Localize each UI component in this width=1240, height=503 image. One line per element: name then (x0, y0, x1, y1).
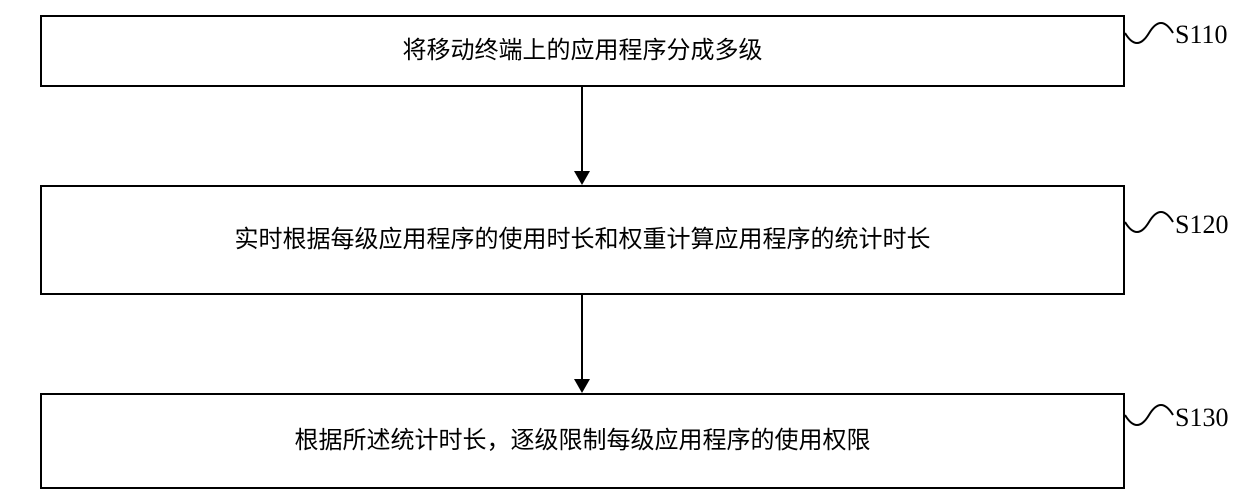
flow-arrow-head-1 (574, 379, 590, 393)
label-connector-1 (1123, 200, 1175, 248)
flow-arrow-head-0 (574, 171, 590, 185)
label-connector-2 (1123, 393, 1175, 441)
flow-arrow-line-1 (581, 295, 583, 379)
flow-step-label-s110: S110 (1175, 20, 1228, 50)
flow-step-s110: 将移动终端上的应用程序分成多级 (40, 15, 1125, 87)
flow-step-s120: 实时根据每级应用程序的使用时长和权重计算应用程序的统计时长 (40, 185, 1125, 295)
flow-step-text: 根据所述统计时长，逐级限制每级应用程序的使用权限 (295, 427, 871, 456)
flow-step-label-s120: S120 (1175, 210, 1228, 240)
flow-step-text: 实时根据每级应用程序的使用时长和权重计算应用程序的统计时长 (235, 226, 931, 255)
flow-arrow-line-0 (581, 87, 583, 171)
label-connector-0 (1123, 11, 1175, 59)
flow-step-label-s130: S130 (1175, 403, 1228, 433)
flow-step-text: 将移动终端上的应用程序分成多级 (403, 37, 763, 66)
flow-step-s130: 根据所述统计时长，逐级限制每级应用程序的使用权限 (40, 393, 1125, 489)
